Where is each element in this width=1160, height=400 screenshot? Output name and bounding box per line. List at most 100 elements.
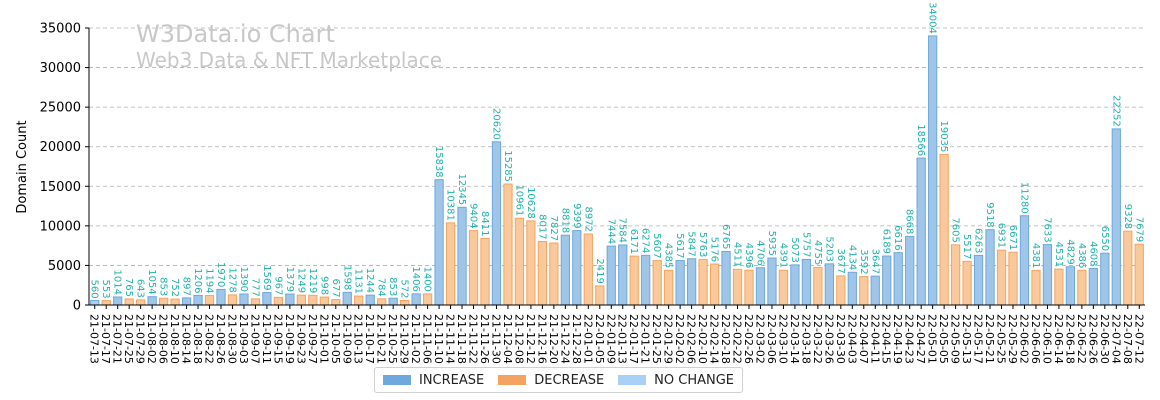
bar-value-label: 4381 bbox=[1030, 243, 1041, 268]
bar-value-label: 5847 bbox=[686, 231, 697, 256]
bar bbox=[204, 295, 215, 306]
x-tick-label: 21-12-12 bbox=[524, 314, 537, 364]
x-tick-label: 22-03-10 bbox=[776, 314, 789, 364]
bar-value-label: 1194 bbox=[204, 268, 215, 293]
bar bbox=[1008, 251, 1018, 306]
x-tick-label: 22-05-25 bbox=[995, 314, 1008, 364]
legend-swatch-decrease bbox=[498, 375, 527, 385]
bar bbox=[824, 263, 834, 306]
x-ticks: 21-07-1321-07-1721-07-2121-07-2521-07-29… bbox=[88, 305, 1145, 364]
x-tick-label: 21-08-18 bbox=[191, 314, 204, 364]
bar-value-label: 3677 bbox=[835, 248, 846, 273]
x-tick-label: 21-10-01 bbox=[317, 314, 330, 364]
x-tick-label: 21-11-14 bbox=[444, 314, 457, 364]
bar-value-label: 6274 bbox=[640, 228, 651, 253]
bar-value-label: 897 bbox=[181, 277, 192, 296]
bar bbox=[755, 267, 766, 306]
x-tick-label: 21-12-04 bbox=[501, 314, 514, 364]
bar-value-label: 7633 bbox=[1041, 217, 1052, 242]
bar-value-label: 2419 bbox=[594, 258, 605, 283]
bar bbox=[882, 255, 892, 306]
bar-value-label: 1219 bbox=[307, 268, 318, 293]
bar-value-label: 1379 bbox=[284, 267, 295, 292]
x-tick-label: 22-04-15 bbox=[880, 314, 893, 364]
bar-value-label: 4134 bbox=[846, 245, 857, 270]
bar bbox=[147, 296, 157, 306]
x-tick-label: 22-03-18 bbox=[799, 314, 812, 364]
bar-value-label: 1569 bbox=[261, 265, 272, 290]
bar bbox=[721, 250, 731, 306]
x-tick-label: 22-01-17 bbox=[627, 314, 640, 364]
bar bbox=[572, 230, 582, 306]
bar-value-label: 4608 bbox=[1087, 241, 1098, 266]
bar-value-label: 8818 bbox=[559, 208, 570, 233]
x-tick-label: 22-01-01 bbox=[581, 314, 594, 364]
y-axis-label: Domain Count bbox=[15, 120, 30, 213]
bar bbox=[1054, 268, 1064, 306]
x-tick-label: 22-03-30 bbox=[834, 314, 847, 364]
x-tick-label: 22-05-29 bbox=[1006, 314, 1019, 364]
bar bbox=[319, 296, 329, 306]
bar-value-label: 7584 bbox=[617, 218, 628, 243]
bar bbox=[905, 235, 915, 306]
x-tick-label: 21-11-06 bbox=[421, 314, 434, 364]
x-tick-label: 21-12-20 bbox=[547, 314, 560, 364]
bar-value-label: 853 bbox=[158, 277, 169, 296]
bar-value-label: 6550 bbox=[1099, 226, 1110, 251]
bar-value-label: 1390 bbox=[238, 267, 249, 292]
bar-value-label: 9518 bbox=[984, 202, 995, 227]
bar bbox=[549, 242, 559, 306]
bar bbox=[560, 234, 570, 306]
bar bbox=[767, 257, 777, 306]
x-tick-label: 21-09-27 bbox=[306, 314, 319, 364]
bar bbox=[744, 269, 754, 306]
bar bbox=[158, 297, 169, 306]
legend-item-increase: INCREASE bbox=[383, 373, 484, 388]
x-tick-label: 21-10-13 bbox=[352, 314, 365, 364]
x-tick-label: 22-04-03 bbox=[845, 314, 858, 364]
bar-value-label: 22252 bbox=[1110, 95, 1121, 127]
bar bbox=[411, 293, 421, 306]
bar-value-label: 5176 bbox=[709, 237, 720, 262]
bar bbox=[101, 300, 111, 306]
bar bbox=[113, 296, 123, 306]
legend-item-decrease: DECREASE bbox=[498, 373, 604, 388]
x-tick-label: 22-05-21 bbox=[983, 314, 996, 364]
bar-value-label: 9404 bbox=[468, 203, 479, 228]
bar bbox=[377, 298, 387, 306]
bar bbox=[216, 288, 226, 306]
bar bbox=[606, 245, 616, 306]
bar bbox=[457, 206, 467, 306]
legend-label-decrease: DECREASE bbox=[534, 372, 605, 388]
bar bbox=[239, 293, 249, 306]
legend-label-nochange: NO CHANGE bbox=[654, 372, 735, 388]
x-tick-label: 21-09-23 bbox=[294, 314, 307, 364]
bar bbox=[916, 157, 926, 306]
bar bbox=[629, 255, 639, 306]
bar-value-label: 6931 bbox=[996, 223, 1007, 248]
bar-value-label: 18566 bbox=[915, 124, 926, 156]
bar-value-label: 5757 bbox=[800, 232, 811, 257]
watermark-subtitle: Web3 Data & NFT Marketplace bbox=[136, 48, 442, 72]
bar bbox=[491, 141, 502, 306]
bar-value-label: 8017 bbox=[536, 214, 547, 239]
bar-value-label: 6189 bbox=[881, 229, 892, 254]
bar-value-label: 1406 bbox=[410, 266, 421, 291]
bar bbox=[445, 222, 456, 306]
bar bbox=[962, 260, 972, 306]
bar bbox=[262, 292, 272, 306]
bar bbox=[1042, 244, 1053, 306]
bar bbox=[1100, 252, 1110, 306]
y-ticks: 0 5000 10000 15000 20000 25000 30000 35000 bbox=[40, 22, 89, 314]
y-tick-label: 20000 bbox=[40, 140, 81, 155]
bar-value-label: 9328 bbox=[1122, 204, 1133, 229]
bar-value-label: 5203 bbox=[823, 236, 834, 261]
bar bbox=[801, 258, 812, 306]
bar bbox=[985, 229, 995, 306]
bar bbox=[514, 217, 525, 306]
bar bbox=[400, 299, 410, 306]
bar bbox=[583, 233, 593, 306]
bar-value-label: 4386 bbox=[1076, 243, 1087, 268]
bar-value-label: 8668 bbox=[904, 209, 915, 234]
bar bbox=[124, 298, 134, 306]
